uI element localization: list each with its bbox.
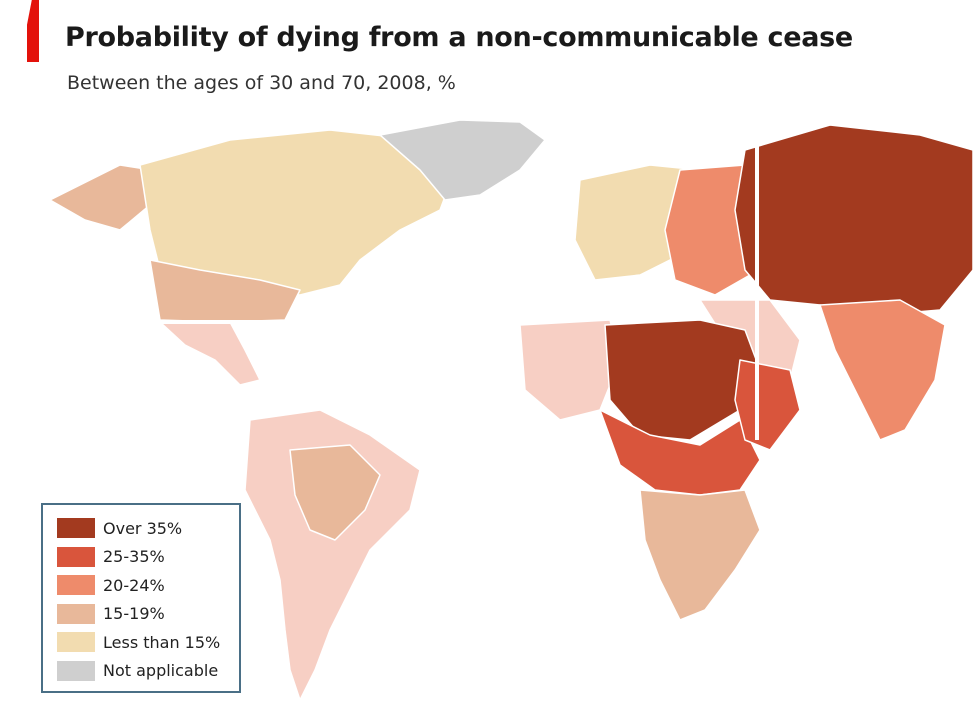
region-bolivia-brazil-interior [289,444,381,541]
legend-item: Over 35% [57,514,231,543]
legend-swatch [57,575,95,596]
legend-label: 25-35% [103,547,165,567]
legend-swatch [57,660,95,681]
region-southern-africa [639,489,761,621]
legend-item: Not applicable [57,657,231,686]
legend-swatch [57,546,95,567]
legend-item: 15-19% [57,600,231,629]
legend-swatch [57,603,95,624]
legend-label: Not applicable [103,661,219,681]
region-south-asia [819,299,946,441]
region-russia-central-asia [734,124,973,316]
legend-item: 20-24% [57,571,231,600]
region-greenland [379,119,546,201]
map-title: Probability of dying from a non-communic… [65,22,853,53]
region-east-africa [734,359,801,451]
world-map [0,110,973,713]
legend-label: Less than 15% [103,632,221,652]
region-central-africa [599,409,761,496]
legend-item: Less than 15% [57,628,231,657]
legend-swatch [57,518,95,539]
legend-label: 20-24% [103,575,165,595]
legend-swatch [57,632,95,653]
region-central-america [159,321,261,386]
legend-label: 15-19% [103,604,165,624]
brand-accent-mark [27,0,39,62]
map-subtitle: Between the ages of 30 and 70, 2008, % [67,72,456,94]
map-legend: Over 35% 25-35% 20-24% 15-19% Less than … [41,503,241,693]
legend-item: 25-35% [57,543,231,572]
legend-label: Over 35% [103,518,183,538]
